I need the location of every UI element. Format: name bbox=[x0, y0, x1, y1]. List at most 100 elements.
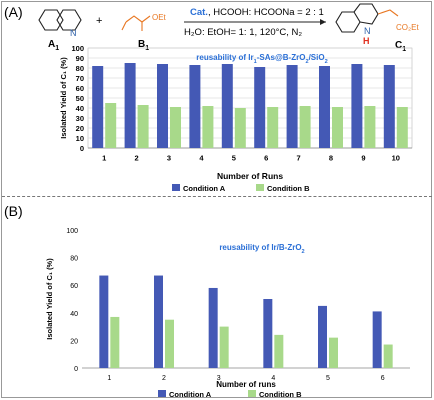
chart-a-bar-b-6 bbox=[267, 107, 279, 148]
chart-a-x-tick-label: 6 bbox=[264, 154, 268, 163]
chart-a-bar-b-2 bbox=[137, 105, 149, 148]
conditions-line-2: H₂O: EtOH= 1: 1, 120°C, N₂ bbox=[184, 27, 302, 38]
chart-a-x-tick-label: 9 bbox=[361, 154, 365, 163]
chart-a-legend-label-a: Condition A bbox=[183, 184, 226, 193]
chart-b-bar-b-2 bbox=[165, 319, 174, 368]
chart-a-y-tick-label: 70 bbox=[76, 74, 84, 83]
chart-a-y-tick-label: 50 bbox=[76, 94, 84, 103]
chart-a-y-tick-label: 30 bbox=[76, 114, 84, 123]
chart-a-bar-b-9 bbox=[364, 106, 376, 148]
chart-b-y-tick-label: 40 bbox=[70, 311, 78, 318]
chart-b-x-tick-label: 4 bbox=[271, 375, 275, 382]
chart-b-bar-a-4 bbox=[263, 299, 273, 368]
plus-sign: + bbox=[96, 15, 102, 27]
chart-b-y-tick-label: 100 bbox=[66, 228, 78, 235]
product-h-label: H bbox=[363, 36, 370, 46]
chart-a-x-tick-label: 1 bbox=[102, 154, 106, 163]
chart-a-x-tick-label: 2 bbox=[135, 154, 139, 163]
chart-b-bar-b-4 bbox=[274, 334, 284, 368]
chart-a-y-tick-label: 60 bbox=[76, 84, 84, 93]
chart-a-x-tick-label: 10 bbox=[392, 154, 400, 163]
chart-a-bar-a-6 bbox=[254, 67, 266, 148]
chart-b-x-tick-label: 5 bbox=[326, 375, 330, 382]
panel-divider bbox=[2, 196, 432, 197]
panel-label-a: (A) bbox=[4, 4, 23, 20]
chart-b-legend-swatch-b bbox=[248, 390, 256, 397]
chart-b-bar-a-2 bbox=[154, 275, 163, 368]
quinoline-structure bbox=[38, 9, 82, 31]
chart-a-bar-a-1 bbox=[92, 66, 104, 148]
chart-b-y-axis-label: Isolated Yield of C₁ (%) bbox=[45, 258, 54, 340]
chart-a-y-tick-label: 40 bbox=[76, 104, 84, 113]
chart-a-x-tick-label: 8 bbox=[329, 154, 333, 163]
reaction-scheme: (A) N A1 + OEt B1 Cat., HCOOH: HCOONa = … bbox=[4, 3, 419, 53]
chart-a-bar-b-5 bbox=[234, 108, 246, 148]
chart-b-bar-a-3 bbox=[208, 287, 218, 368]
chart-b-x-tick-label: 2 bbox=[162, 375, 166, 382]
chart-a-y-tick-label: 0 bbox=[80, 144, 84, 153]
chart-a-bar-b-3 bbox=[170, 107, 181, 148]
quinoline-n-label: N bbox=[70, 28, 77, 38]
reactant-b-ester-label: OEt bbox=[152, 13, 167, 22]
product-ester-label: CO₂Et bbox=[396, 23, 419, 32]
chart-b-bar-a-1 bbox=[99, 275, 109, 368]
chart-a-bar-a-2 bbox=[124, 63, 136, 148]
product-side-chain bbox=[377, 9, 399, 17]
chart-b-bar-b-5 bbox=[329, 337, 338, 368]
chart-a-bar-a-8 bbox=[319, 66, 330, 148]
chart-a-y-tick-label: 90 bbox=[76, 54, 84, 63]
chart-a-x-axis-label: Number of Runs bbox=[217, 171, 283, 181]
chart-a-bar-b-10 bbox=[396, 107, 408, 148]
chart-a-x-tick-label: 3 bbox=[167, 154, 171, 163]
chart-b-x-tick-label: 6 bbox=[381, 375, 385, 382]
chart-a-x-tick-label: 5 bbox=[232, 154, 236, 163]
chart-a-bar-a-9 bbox=[351, 64, 363, 148]
chart-b-title: reusability of Ir/B-ZrO2 bbox=[219, 243, 304, 255]
chart-a-x-tick-label: 7 bbox=[297, 154, 301, 163]
chart-a-bar-a-5 bbox=[221, 64, 233, 148]
chart-b-y-tick-label: 0 bbox=[74, 366, 78, 373]
chart-b-bar-a-6 bbox=[372, 311, 382, 368]
chart-b-y-tick-label: 20 bbox=[70, 338, 78, 345]
chart-a-bar-b-8 bbox=[332, 107, 343, 148]
reactant-b-label: B1 bbox=[138, 39, 149, 52]
chart-b-bar-b-3 bbox=[219, 326, 229, 368]
chart-a-y-tick-label: 80 bbox=[76, 64, 84, 73]
chart-b-bar-b-1 bbox=[110, 316, 120, 368]
chart-b-bar-a-5 bbox=[318, 305, 327, 368]
chart-b-bar-b-6 bbox=[383, 344, 393, 368]
chart-a-legend-swatch-b bbox=[256, 184, 264, 191]
chart-a-bar-a-10 bbox=[383, 65, 395, 148]
chart-b-y-tick-label: 60 bbox=[70, 283, 78, 290]
chart-b-x-axis-label: Number of runs bbox=[216, 380, 276, 389]
chart-b-x-tick-label: 3 bbox=[217, 375, 221, 382]
chart-a-bar-a-7 bbox=[286, 65, 298, 148]
reaction-arrowhead bbox=[320, 19, 326, 25]
chart-a-y-tick-label: 10 bbox=[76, 134, 84, 143]
chart-a-bar-b-1 bbox=[105, 103, 117, 148]
chart-a-x-tick-label: 4 bbox=[199, 154, 204, 163]
reactant-b-structure bbox=[121, 15, 151, 31]
chart-b-legend-label-a: Condition A bbox=[169, 390, 212, 399]
chart-a-y-tick-label: 20 bbox=[76, 124, 84, 133]
chart-a-bar-b-7 bbox=[299, 106, 311, 148]
product-n-label: N bbox=[364, 26, 371, 36]
product-label: C1 bbox=[395, 40, 406, 53]
reactant-a-label: A1 bbox=[48, 39, 59, 52]
chart-a-legend-label-b: Condition B bbox=[267, 184, 310, 193]
chart-b-y-tick-label: 80 bbox=[70, 256, 78, 263]
chart-a-title: reusability of Ir1-SAs@B-ZrO2/SiO2 bbox=[196, 53, 327, 65]
chart-a-y-axis-label: Isolated Yield of C₁ (%) bbox=[59, 57, 68, 139]
chart-a-bar-a-4 bbox=[189, 65, 201, 148]
chart-a-bar-a-3 bbox=[157, 64, 168, 148]
chart-a-y-tick-label: 100 bbox=[71, 44, 84, 53]
conditions-line-1: Cat., HCOOH: HCOONa = 2 : 1 bbox=[190, 7, 324, 18]
chart-b-legend-label-b: Condition B bbox=[259, 390, 302, 399]
chart-b-x-tick-label: 1 bbox=[107, 375, 111, 382]
product-structure bbox=[335, 3, 379, 33]
chart-b-panel-label: (B) bbox=[4, 203, 23, 219]
chart-a-legend-swatch-a bbox=[172, 184, 180, 191]
chart-b-legend-swatch-a bbox=[158, 390, 166, 397]
